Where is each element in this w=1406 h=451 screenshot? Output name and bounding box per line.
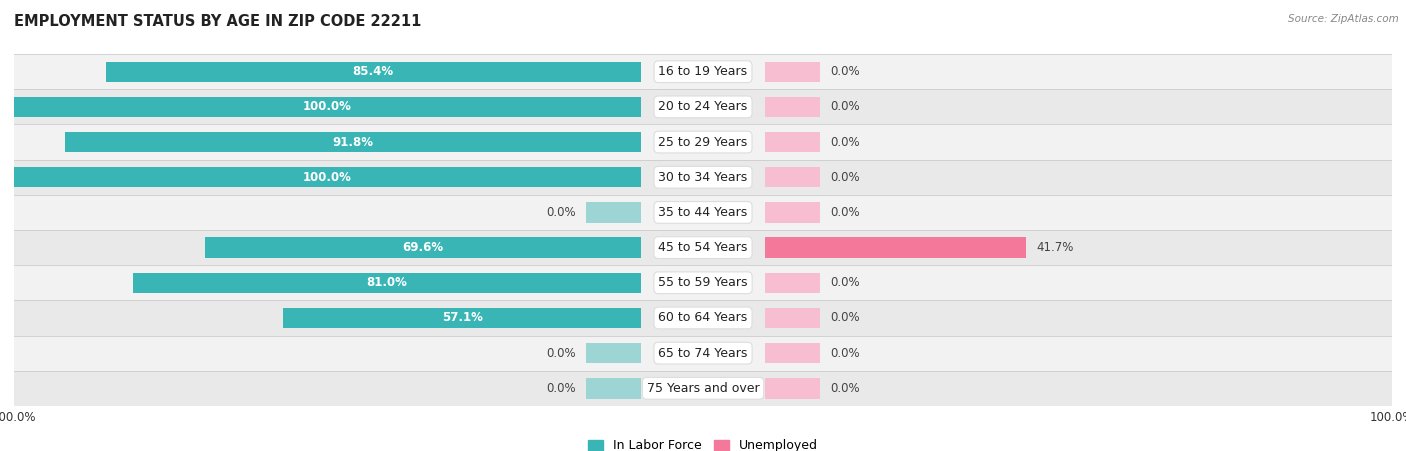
Bar xyxy=(765,378,820,399)
Text: Source: ZipAtlas.com: Source: ZipAtlas.com xyxy=(1288,14,1399,23)
Text: 0.0%: 0.0% xyxy=(831,65,860,78)
Bar xyxy=(14,265,1392,300)
Text: 81.0%: 81.0% xyxy=(367,276,408,289)
Bar xyxy=(765,167,820,188)
Text: 57.1%: 57.1% xyxy=(441,312,482,324)
Bar xyxy=(283,308,641,328)
Text: 0.0%: 0.0% xyxy=(831,101,860,113)
Text: 41.7%: 41.7% xyxy=(1036,241,1074,254)
Text: 60 to 64 Years: 60 to 64 Years xyxy=(658,312,748,324)
Bar xyxy=(14,160,1392,195)
Text: 0.0%: 0.0% xyxy=(546,347,575,359)
Legend: In Labor Force, Unemployed: In Labor Force, Unemployed xyxy=(588,439,818,451)
Bar xyxy=(765,272,820,293)
Text: 25 to 29 Years: 25 to 29 Years xyxy=(658,136,748,148)
Text: 0.0%: 0.0% xyxy=(831,276,860,289)
Bar xyxy=(765,343,820,364)
Text: 100.0%: 100.0% xyxy=(304,171,352,184)
Bar xyxy=(586,202,641,223)
Text: 69.6%: 69.6% xyxy=(402,241,443,254)
Bar xyxy=(765,132,820,152)
Bar xyxy=(765,61,820,82)
Text: EMPLOYMENT STATUS BY AGE IN ZIP CODE 22211: EMPLOYMENT STATUS BY AGE IN ZIP CODE 222… xyxy=(14,14,422,28)
Bar xyxy=(14,230,1392,265)
Text: 0.0%: 0.0% xyxy=(831,171,860,184)
Text: 0.0%: 0.0% xyxy=(831,206,860,219)
Text: 0.0%: 0.0% xyxy=(546,206,575,219)
Bar xyxy=(586,378,641,399)
Bar xyxy=(14,89,1392,124)
Text: 16 to 19 Years: 16 to 19 Years xyxy=(658,65,748,78)
Text: 65 to 74 Years: 65 to 74 Years xyxy=(658,347,748,359)
Bar xyxy=(205,237,641,258)
Bar xyxy=(105,61,641,82)
Text: 0.0%: 0.0% xyxy=(546,382,575,395)
Bar xyxy=(14,195,1392,230)
Text: 45 to 54 Years: 45 to 54 Years xyxy=(658,241,748,254)
Bar xyxy=(14,300,1392,336)
Text: 0.0%: 0.0% xyxy=(831,347,860,359)
Bar xyxy=(586,343,641,364)
Text: 55 to 59 Years: 55 to 59 Years xyxy=(658,276,748,289)
Text: 0.0%: 0.0% xyxy=(831,312,860,324)
Bar xyxy=(134,272,641,293)
Bar xyxy=(66,132,641,152)
Text: 30 to 34 Years: 30 to 34 Years xyxy=(658,171,748,184)
Text: 20 to 24 Years: 20 to 24 Years xyxy=(658,101,748,113)
Bar xyxy=(14,167,641,188)
Text: 85.4%: 85.4% xyxy=(353,65,394,78)
Bar xyxy=(14,336,1392,371)
Bar xyxy=(765,237,1026,258)
Bar xyxy=(14,97,641,117)
Text: 0.0%: 0.0% xyxy=(831,136,860,148)
Text: 35 to 44 Years: 35 to 44 Years xyxy=(658,206,748,219)
Text: 100.0%: 100.0% xyxy=(304,101,352,113)
Bar xyxy=(14,54,1392,89)
Text: 75 Years and over: 75 Years and over xyxy=(647,382,759,395)
Bar xyxy=(765,308,820,328)
Text: 91.8%: 91.8% xyxy=(333,136,374,148)
Bar xyxy=(14,124,1392,160)
Bar xyxy=(765,97,820,117)
Text: 0.0%: 0.0% xyxy=(831,382,860,395)
Bar xyxy=(14,371,1392,406)
Bar xyxy=(765,202,820,223)
